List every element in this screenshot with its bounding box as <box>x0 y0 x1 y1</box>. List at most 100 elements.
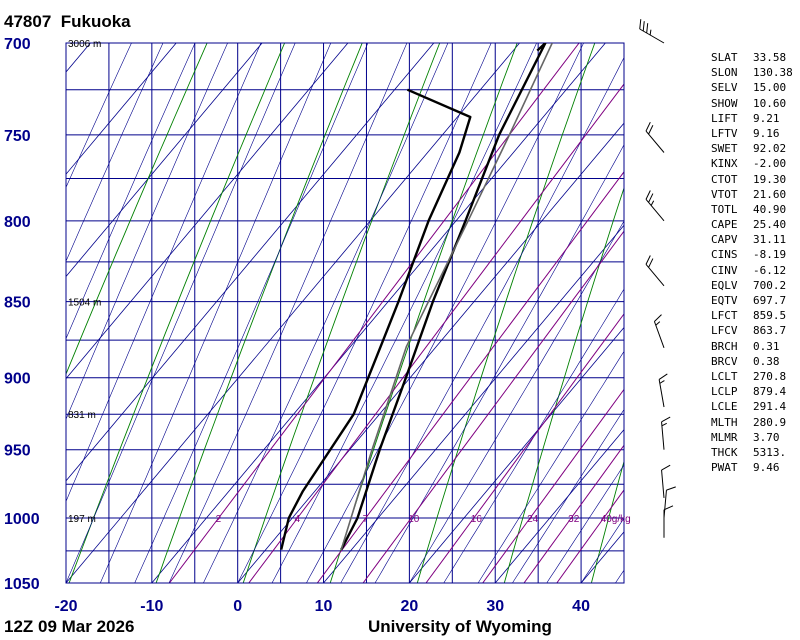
wind-barb-half-flag <box>650 200 655 206</box>
index-name: LIFT <box>711 111 738 125</box>
index-name: SHOW <box>711 96 738 110</box>
index-row: SWET 92.02 <box>711 141 793 156</box>
moist-adiabat <box>271 43 537 583</box>
index-name: CAPV <box>711 233 738 247</box>
index-value: 21.60 <box>753 187 787 201</box>
pressure-tick-label: 850 <box>4 295 31 312</box>
wind-barb <box>663 505 674 538</box>
pressure-tick-label: 1000 <box>4 511 40 528</box>
height-label: 3006 m <box>68 39 101 50</box>
index-name: TOTL <box>711 202 738 216</box>
index-name: LCLT <box>711 369 738 383</box>
mixing-ratio-label: 4 <box>295 514 301 525</box>
index-name: THCK <box>711 445 738 459</box>
index-row: KINX -2.00 <box>711 156 793 171</box>
mixing-ratio-line <box>482 388 624 583</box>
mixing-ratio-line <box>362 230 624 583</box>
index-row: BRCH 0.31 <box>711 339 793 354</box>
mixing-ratio-label: 40g/kg <box>601 514 631 525</box>
index-name: VTOT <box>711 187 738 201</box>
index-row: CINV -6.12 <box>711 263 793 278</box>
index-row: THCK 5313. <box>711 445 793 460</box>
index-row: SLON 130.38 <box>711 65 793 80</box>
moist-adiabat <box>66 43 132 189</box>
index-value: 31.11 <box>753 233 787 247</box>
wind-barb-full-flag <box>648 125 654 135</box>
index-name: LCLP <box>711 385 738 399</box>
index-row: MLTH 280.9 <box>711 415 793 430</box>
index-name: SELV <box>711 81 738 95</box>
wind-barb-full-flag <box>663 505 674 511</box>
index-value: 859.5 <box>753 309 787 323</box>
moist-adiabat <box>66 43 164 262</box>
wind-barb <box>661 416 671 450</box>
wind-barb-full-flag <box>642 21 645 32</box>
wind-barb <box>645 255 665 287</box>
index-row: EQTV 697.7 <box>711 293 793 308</box>
mixing-ratio-line <box>169 43 580 583</box>
grid-layer <box>65 42 625 584</box>
index-value: 40.90 <box>753 202 787 216</box>
pressure-tick-label: 1050 <box>4 576 40 593</box>
moist-adiabat <box>66 43 228 421</box>
station-number: 47807 <box>4 12 52 31</box>
wind-barb <box>645 190 665 222</box>
index-value: 9.46 <box>753 461 780 475</box>
index-value: -2.00 <box>753 157 787 171</box>
wind-barb-full-flag <box>658 373 668 380</box>
moist-adiabat <box>237 43 492 583</box>
dry-adiabat <box>242 43 441 583</box>
index-value: 697.7 <box>753 294 787 307</box>
isotherm-line <box>66 43 263 278</box>
index-name: CTOT <box>711 172 738 186</box>
pressure-tick-label: 700 <box>4 36 31 53</box>
index-row: EQLV 700.2 <box>711 278 793 293</box>
pressure-tick-label: 750 <box>4 128 31 145</box>
index-value: 130.38 <box>753 66 793 80</box>
moist-adiabat <box>134 43 369 583</box>
index-name: CINV <box>711 263 738 277</box>
wind-barb-full-flag <box>645 121 651 132</box>
dry-adiabat <box>68 43 286 583</box>
index-name: SWET <box>711 142 738 156</box>
moist-adiabat <box>168 43 408 583</box>
mixing-ratio-label: 24 <box>527 514 539 525</box>
wind-barb-full-flag <box>645 255 651 265</box>
isotherm-line <box>323 224 624 583</box>
wind-barb-full-flag <box>645 190 651 200</box>
wind-barb-staff <box>639 28 665 44</box>
isotherm-line <box>66 43 177 175</box>
index-row: SLAT 33.58 <box>711 50 793 65</box>
observation-time: 12Z 09 Mar 2026 <box>4 617 135 636</box>
temperature-tick-label: 40 <box>572 598 590 615</box>
moist-adiabat <box>66 43 262 503</box>
index-row: TOTL 40.90 <box>711 202 793 217</box>
moist-adiabat <box>203 43 449 583</box>
index-value: 15.00 <box>753 81 787 95</box>
height-label: 831 m <box>68 410 96 421</box>
moist-adiabat <box>66 43 196 340</box>
wind-barb <box>661 464 671 498</box>
index-name: LCLE <box>711 400 738 414</box>
index-row: LIFT 9.21 <box>711 111 793 126</box>
dry-adiabat <box>416 43 596 583</box>
index-name: MLMR <box>711 430 738 444</box>
index-row: BRCV 0.38 <box>711 354 793 369</box>
wind-barb-half-flag <box>659 380 665 384</box>
index-name: CAPE <box>711 218 738 232</box>
index-row: MLMR 3.70 <box>711 430 793 445</box>
temperature-tick-label: 10 <box>315 598 333 615</box>
mixing-ratio-label: 7 <box>363 514 369 525</box>
wind-barb-full-flag <box>666 486 676 491</box>
index-value: 19.30 <box>753 172 787 186</box>
index-value: -8.19 <box>753 248 787 262</box>
mixing-ratio-label: 10 <box>408 514 420 525</box>
moist-adiabat <box>512 409 624 583</box>
index-name: MLTH <box>711 415 738 429</box>
pressure-tick-label: 950 <box>4 443 31 460</box>
mixing-ratio-label: 2 <box>216 514 222 525</box>
index-row: SHOW 10.60 <box>711 96 793 111</box>
wind-barb-full-flag <box>661 464 671 471</box>
isotherm-line <box>66 43 349 380</box>
